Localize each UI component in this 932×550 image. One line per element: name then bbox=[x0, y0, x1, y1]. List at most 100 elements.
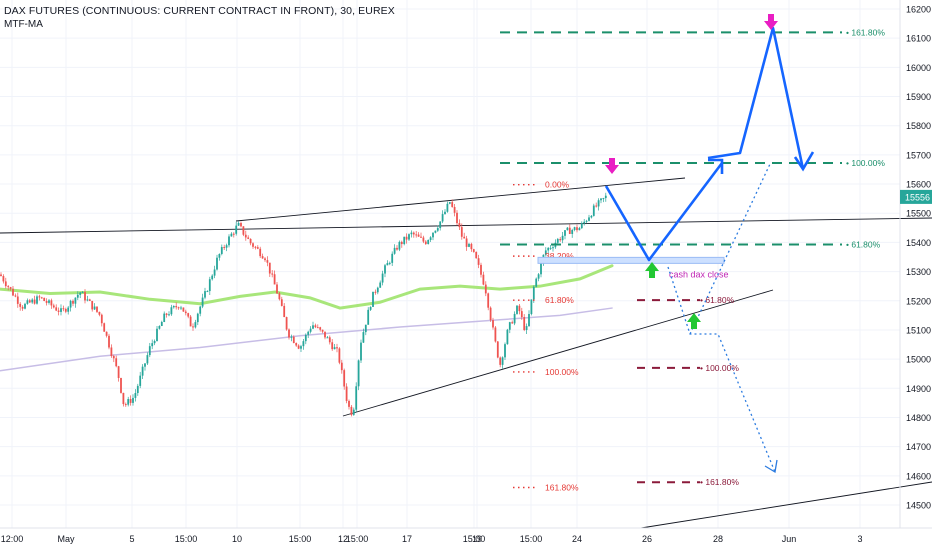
candle-body bbox=[170, 307, 173, 315]
candle-body bbox=[304, 334, 307, 342]
candle-body bbox=[564, 230, 566, 236]
candle-body bbox=[516, 305, 518, 314]
price-tick-label: 16000 bbox=[906, 63, 931, 73]
candle-body bbox=[182, 307, 185, 312]
candle-body bbox=[76, 294, 79, 298]
candle-body bbox=[2, 276, 5, 282]
candle-body bbox=[69, 300, 72, 308]
indicator-name: MTF-MA bbox=[4, 19, 43, 30]
candle-body bbox=[592, 205, 595, 216]
candle-body bbox=[300, 346, 302, 349]
candle-body bbox=[228, 236, 230, 246]
time-tick-label: 28 bbox=[713, 534, 723, 544]
candle-body bbox=[465, 238, 468, 247]
candle-body bbox=[496, 341, 499, 358]
candle-body bbox=[24, 303, 26, 309]
candle-body bbox=[172, 306, 175, 308]
candle-body bbox=[556, 238, 559, 243]
candle-body bbox=[31, 299, 34, 303]
candle-body bbox=[254, 246, 257, 248]
candle-body bbox=[7, 286, 10, 288]
price-tick-label: 15800 bbox=[906, 121, 931, 131]
trendline bbox=[235, 177, 686, 222]
price-tick-label: 15000 bbox=[906, 355, 931, 365]
candle-body bbox=[242, 226, 245, 235]
candle-body bbox=[357, 360, 360, 387]
down-arrow-marker bbox=[605, 158, 619, 174]
time-tick-label: 17 bbox=[402, 534, 412, 544]
down-arrow-marker bbox=[764, 14, 778, 30]
candle-body bbox=[132, 397, 134, 403]
candle-body bbox=[72, 300, 74, 304]
candle-body bbox=[472, 249, 475, 252]
candle-body bbox=[129, 399, 132, 403]
candle-body bbox=[84, 292, 86, 301]
candle-body bbox=[292, 336, 295, 344]
price-tick-label: 15300 bbox=[906, 267, 931, 277]
price-axis[interactable]: 16200 16100 16000 15900 15800 15700 15600 15500… bbox=[899, 0, 932, 528]
candle-body bbox=[568, 227, 571, 234]
candle-body bbox=[244, 234, 247, 238]
candle-body bbox=[328, 337, 331, 343]
candle-body bbox=[175, 306, 178, 308]
candle-body bbox=[470, 243, 473, 250]
price-tick-label: 15100 bbox=[906, 325, 931, 335]
candle-body bbox=[156, 328, 158, 342]
candle-body bbox=[573, 227, 576, 230]
candle-body bbox=[57, 310, 60, 312]
candle-body bbox=[144, 363, 146, 367]
price-tick-label: 14800 bbox=[906, 413, 931, 423]
candle-body bbox=[288, 329, 290, 338]
candle-body bbox=[189, 316, 192, 327]
candle-body bbox=[120, 377, 122, 393]
candle-body bbox=[230, 233, 233, 237]
candle-body bbox=[96, 306, 98, 312]
candle-body bbox=[576, 227, 578, 231]
time-tick-label: 15:00 bbox=[289, 534, 312, 544]
indicator-label[interactable]: MTF-MA bbox=[4, 19, 43, 30]
arrow-markers bbox=[605, 14, 778, 329]
candle-body bbox=[158, 325, 161, 329]
candle-body bbox=[52, 305, 55, 308]
fib-level-label: 100.00% bbox=[545, 367, 579, 377]
candle-body bbox=[559, 238, 562, 241]
candle-body bbox=[38, 296, 41, 298]
candle-body bbox=[475, 251, 478, 259]
candle-body bbox=[237, 223, 240, 226]
candle-body bbox=[400, 241, 403, 245]
candle-body bbox=[415, 234, 418, 236]
candle-body bbox=[460, 227, 463, 237]
candle-body bbox=[199, 306, 202, 314]
up-arrow-marker bbox=[645, 262, 659, 278]
candle-body bbox=[196, 313, 199, 323]
candle-body bbox=[324, 331, 326, 338]
candle-body bbox=[180, 307, 182, 309]
candle-body bbox=[376, 287, 379, 293]
candle-body bbox=[12, 288, 14, 296]
candle-body bbox=[429, 237, 432, 241]
candle-body bbox=[146, 355, 149, 364]
candle-body bbox=[204, 291, 206, 298]
candle-body bbox=[578, 228, 581, 231]
candle-body bbox=[453, 206, 456, 213]
candle-body bbox=[484, 284, 487, 294]
candle-body bbox=[264, 258, 266, 261]
candle-body bbox=[537, 274, 540, 279]
candle-body bbox=[381, 273, 384, 283]
time-tick-label: 12 bbox=[338, 534, 348, 544]
candle-body bbox=[504, 344, 506, 358]
time-tick-label: 15:00 bbox=[520, 534, 543, 544]
candle-body bbox=[350, 406, 353, 415]
candle-body bbox=[532, 286, 535, 300]
candle-body bbox=[456, 212, 458, 224]
candle-body bbox=[261, 256, 264, 259]
candle-body bbox=[151, 343, 154, 347]
candle-body bbox=[235, 225, 238, 234]
candle-body bbox=[393, 247, 396, 254]
candle-body bbox=[343, 370, 346, 387]
candle-body bbox=[333, 347, 336, 350]
fib-level-label: • 161.80% bbox=[846, 27, 885, 37]
time-tick-label: 12:00 bbox=[1, 534, 24, 544]
